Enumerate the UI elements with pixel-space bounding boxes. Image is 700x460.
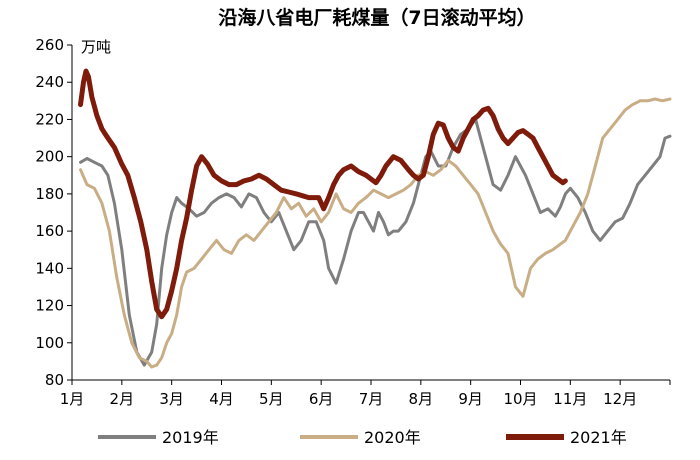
- y-tick-label: 120: [35, 297, 64, 315]
- y-tick-label: 260: [35, 36, 64, 54]
- series-line-2: [78, 68, 568, 320]
- legend-label-1: 2020年: [364, 428, 421, 447]
- series-line-1: [79, 97, 672, 369]
- y-tick-label: 240: [35, 73, 64, 91]
- y-tick-label: 180: [35, 185, 64, 203]
- x-axis: 1月 2月 3月 4月 5月 6月 7月 8月 9月 10月 11月 12月: [60, 379, 671, 408]
- y-tick-label: 200: [35, 148, 64, 166]
- x-tick-label: 12月: [603, 390, 637, 408]
- x-tick-label: 8月: [409, 390, 434, 408]
- x-tick-label: 3月: [159, 390, 184, 408]
- series-line-0: [79, 117, 672, 367]
- legend: 2019年 2020年 2021年: [98, 428, 627, 447]
- y-axis: 80 100 120 140 160 180 200 220 240 260: [35, 36, 73, 389]
- x-tick-label: 5月: [259, 390, 284, 408]
- x-tick-label: 4月: [209, 390, 234, 408]
- x-tick-label: 9月: [458, 390, 483, 408]
- y-tick-label: 160: [35, 222, 64, 240]
- x-tick-label: 11月: [553, 390, 587, 408]
- x-tick-label: 1月: [60, 390, 85, 408]
- x-tick-label: 10月: [503, 390, 537, 408]
- legend-label-0: 2019年: [162, 428, 219, 447]
- series-layer: [78, 68, 672, 369]
- y-tick-label: 140: [35, 259, 64, 277]
- y-unit-label: 万吨: [81, 38, 111, 56]
- legend-label-2: 2021年: [570, 428, 627, 447]
- chart-title: 沿海八省电厂耗煤量（7日滚动平均）: [218, 6, 535, 29]
- y-tick-label: 100: [35, 334, 64, 352]
- x-tick-label: 2月: [110, 390, 135, 408]
- y-tick-label: 220: [35, 110, 64, 128]
- x-tick-label: 6月: [309, 390, 334, 408]
- x-tick-label: 7月: [359, 390, 384, 408]
- y-tick-label: 80: [45, 371, 64, 389]
